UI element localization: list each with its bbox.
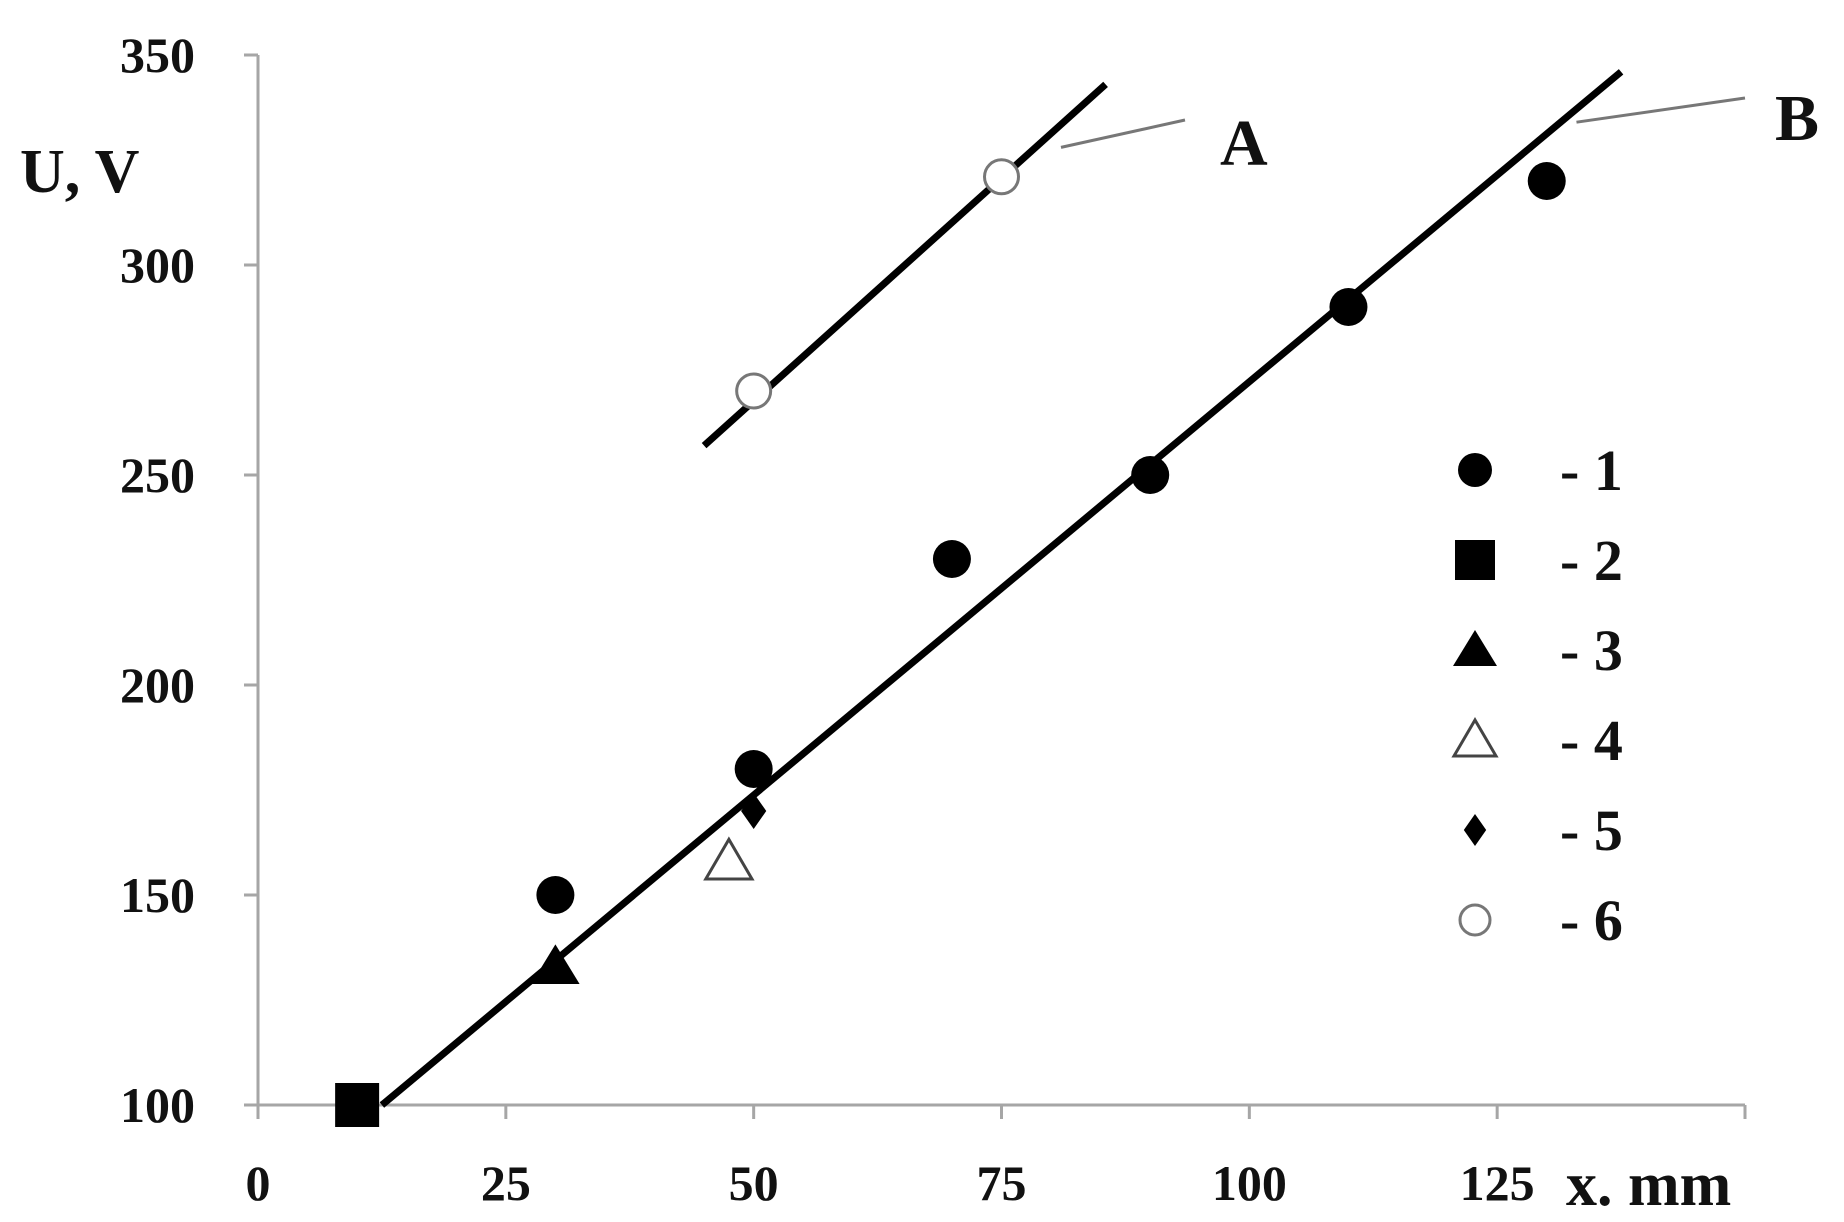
ticks: 100 150 200 250 300 350 0 25 50 75 100 125: [120, 27, 1747, 1211]
data-point-series-1: [536, 876, 575, 914]
data-point-series-1: [734, 750, 773, 788]
legend-label-2: - 2: [1560, 528, 1623, 593]
legend-label-4: - 4: [1560, 708, 1623, 773]
data-point-series-1: [1527, 162, 1566, 200]
legend-label-6: - 6: [1560, 888, 1623, 953]
data-point-series-4: [703, 836, 755, 881]
x-axis-title: x. mm: [1566, 1151, 1731, 1219]
x-tick-label: 50: [729, 1155, 779, 1211]
y-tick-label: 250: [120, 447, 195, 503]
legend: - 1 - 2 - 3 - 4 - 5 - 6: [1451, 438, 1623, 953]
data-point-series-6: [983, 158, 1020, 196]
data-point-series-3: [531, 944, 580, 984]
y-axis-title: U, V: [20, 138, 140, 206]
y-tick-label: 150: [120, 867, 195, 923]
annotation-label-b: B: [1775, 82, 1819, 155]
legend-marker-3: [1453, 630, 1497, 666]
x-tick-label: 25: [481, 1155, 531, 1211]
legend-marker-2: [1455, 540, 1495, 580]
legend-marker-5: [1463, 814, 1487, 846]
axes: [256, 55, 1745, 1107]
x-tick-label: 75: [977, 1155, 1027, 1211]
legend-label-3: - 3: [1560, 618, 1623, 683]
data-point-series-1: [1131, 456, 1170, 494]
annotation-leader-b: [1576, 96, 1746, 124]
y-tick-label: 350: [120, 27, 195, 83]
annotation-label-a: A: [1220, 107, 1268, 180]
x-tick-label: 100: [1212, 1155, 1287, 1211]
data-point-series-2: [335, 1083, 380, 1127]
y-tick-label: 100: [120, 1077, 195, 1133]
fit-lines: [379, 69, 1624, 1108]
x-tick-label: 0: [246, 1155, 271, 1211]
legend-label-1: - 1: [1560, 438, 1623, 503]
markers: [335, 158, 1566, 1127]
fit-line-b: [379, 69, 1624, 1108]
legend-marker-4: [1451, 717, 1499, 758]
legend-marker-6: [1458, 903, 1492, 937]
legend-label-5: - 5: [1560, 798, 1623, 863]
y-tick-label: 300: [120, 237, 195, 293]
data-point-series-6: [735, 372, 773, 410]
data-point-series-5: [741, 793, 767, 829]
annotation-leader-a: [1060, 118, 1186, 149]
data-point-series-1: [1329, 288, 1368, 326]
data-point-series-1: [932, 540, 971, 578]
legend-marker-1: [1458, 453, 1492, 487]
x-tick-label: 125: [1460, 1155, 1535, 1211]
y-tick-label: 200: [120, 657, 195, 713]
